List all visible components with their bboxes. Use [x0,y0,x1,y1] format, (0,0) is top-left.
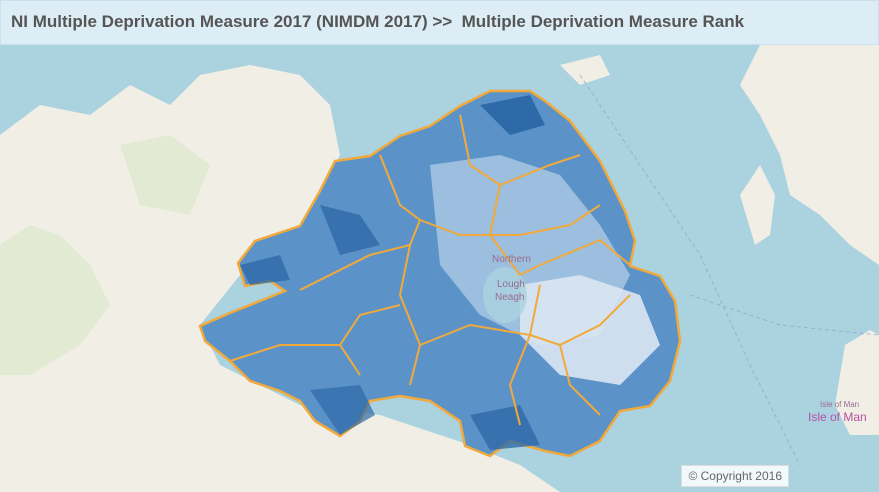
map-label: Lough [497,279,525,290]
map-label: Neagh [495,292,524,303]
map-label: Isle of Man [808,410,867,424]
map-label: Isle of Man [820,400,859,409]
header: NI Multiple Deprivation Measure 2017 (NI… [0,0,879,45]
map-label: Northern [492,254,531,265]
map: Northern Lough Neagh Isle of Man Isle of… [0,45,879,492]
title: NI Multiple Deprivation Measure 2017 (NI… [11,12,745,31]
copyright: © Copyright 2016 [681,465,789,487]
